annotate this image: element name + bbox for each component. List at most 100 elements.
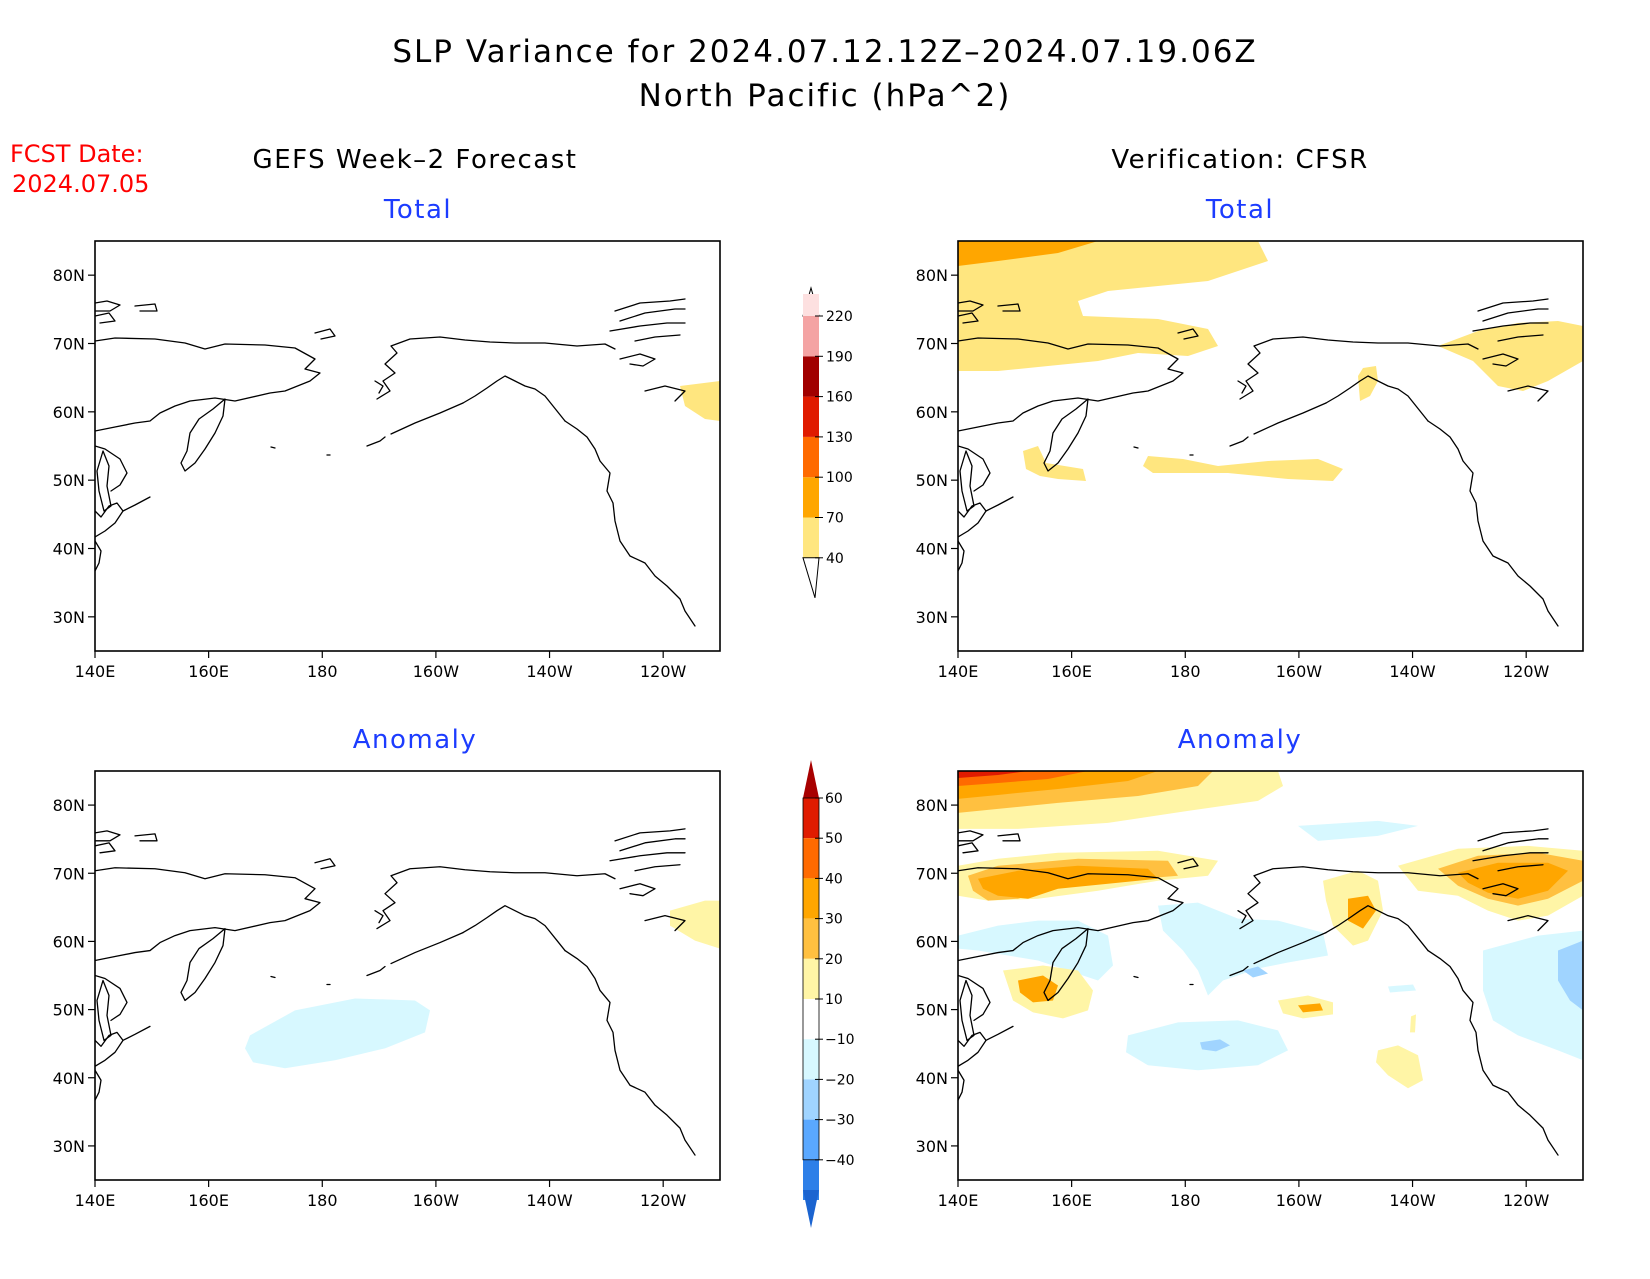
lon-tick-label: 180 xyxy=(1170,662,1201,681)
panel-subtitle: Anomaly xyxy=(1178,725,1303,755)
shaded-region xyxy=(1143,456,1343,481)
colorbar-total-swatch xyxy=(803,517,819,558)
colorbar-anomaly-swatch xyxy=(803,1119,819,1160)
shaded-region xyxy=(1243,966,1268,978)
colorbar-anomaly-swatch xyxy=(803,838,819,879)
lon-tick-label: 140E xyxy=(75,1191,116,1210)
colorbar-total: 40 70 100 130 160 190 220 xyxy=(802,286,853,598)
colorbar-anomaly-label: −40 xyxy=(825,1153,855,1169)
lon-tick-label: 140W xyxy=(526,662,573,681)
lat-tick-label: 80N xyxy=(53,796,85,815)
shaded-region xyxy=(958,241,1268,371)
lat-tick-label: 50N xyxy=(916,471,948,490)
colorbar-anomaly-swatch xyxy=(803,918,819,959)
panel-frame xyxy=(94,240,721,652)
colorbar-total-swatch xyxy=(803,356,819,397)
lon-tick-label: 160W xyxy=(413,662,460,681)
panel-frame xyxy=(94,770,721,1181)
panel-frame xyxy=(957,770,1584,1181)
lat-tick-label: 70N xyxy=(916,335,948,354)
main-subtitle: North Pacific (hPa^2) xyxy=(639,78,1012,114)
lon-tick-label: 160W xyxy=(1276,1191,1323,1210)
lon-tick-label: 120W xyxy=(1503,662,1550,681)
shaded-fields xyxy=(245,900,720,1069)
lat-tick-label: 40N xyxy=(916,540,948,559)
lon-tick-label: 180 xyxy=(307,1191,338,1210)
colorbar-anomaly-label: 10 xyxy=(825,992,843,1008)
colorbar-total-swatch xyxy=(803,316,819,357)
colorbar-total-swatch xyxy=(803,436,819,478)
colorbar-anomaly-label: 40 xyxy=(825,871,843,887)
shaded-region xyxy=(680,381,720,421)
colorbar-anomaly-label: 30 xyxy=(825,912,843,928)
colorbar-total-label: 220 xyxy=(826,309,853,325)
panel-forecast-anomaly: Anomaly 80N 70N 60N 50N 40N 30N 140E 160E 180 160W… xyxy=(53,725,721,1210)
lat-tick-label: 30N xyxy=(916,608,948,627)
lon-tick-label: 180 xyxy=(307,662,338,681)
lat-tick-label: 50N xyxy=(53,471,85,490)
shaded-region xyxy=(670,900,720,949)
colorbar-anomaly-outline xyxy=(802,797,820,1161)
lat-tick-label: 30N xyxy=(916,1137,948,1156)
shaded-fields xyxy=(958,771,1583,1089)
coastlines xyxy=(95,828,696,1156)
colorbar-total-label: 160 xyxy=(826,390,853,406)
panel-frame xyxy=(957,240,1584,652)
lon-tick-label: 160E xyxy=(188,1191,229,1210)
lon-tick-label: 160E xyxy=(1051,1191,1092,1210)
shaded-region xyxy=(245,998,430,1069)
shaded-region xyxy=(1018,975,1058,1003)
colorbar-anomaly-top-arrow xyxy=(803,760,819,798)
lon-tick-label: 140E xyxy=(938,1191,979,1210)
shaded-region xyxy=(958,241,1098,266)
panel-forecast-total: Total 80N 70N 60N 50N 40N 30N 140E 160E 180 160W 14… xyxy=(53,195,721,681)
lat-tick-label: 60N xyxy=(916,403,948,422)
panel-verification-total: Total 80N 70N 60N 50N 40N 30N 140E 160E 180 160W 14… xyxy=(916,195,1584,681)
panel-map-area xyxy=(958,241,1583,627)
colorbar-anomaly-label: −10 xyxy=(825,1032,855,1048)
shaded-region xyxy=(1200,1039,1230,1052)
colorbar-total-top-swatch xyxy=(803,294,819,316)
lat-tick-label: 80N xyxy=(916,266,948,285)
panel-map-area xyxy=(95,828,720,1156)
lon-tick-label: 120W xyxy=(640,662,687,681)
lat-tick-label: 40N xyxy=(53,1069,85,1088)
colorbar-total-label: 70 xyxy=(826,511,844,527)
lat-tick-label: 80N xyxy=(53,266,85,285)
lat-tick-label: 30N xyxy=(53,1137,85,1156)
lat-tick-label: 70N xyxy=(53,335,85,354)
colorbar-total-label: 40 xyxy=(826,551,844,567)
fcst-date-label: FCST Date: xyxy=(10,140,144,168)
colorbar-anomaly-swatch xyxy=(803,798,819,839)
lon-tick-label: 160E xyxy=(188,662,229,681)
column-title-forecast: GEFS Week–2 Forecast xyxy=(253,145,578,175)
colorbar-total-label: 100 xyxy=(826,470,853,486)
column-title-verification: Verification: CFSR xyxy=(1111,145,1368,175)
colorbar-anomaly-swatch xyxy=(803,878,819,919)
colorbar-anomaly: 60 50 40 30 20 10 −10 −20 −30 −40 xyxy=(802,760,855,1228)
colorbar-anomaly-swatch xyxy=(803,999,819,1040)
shaded-region xyxy=(1158,902,1328,996)
lat-tick-label: 60N xyxy=(916,932,948,951)
coastline-shape xyxy=(95,828,696,1156)
shaded-fields xyxy=(958,241,1583,481)
shaded-region xyxy=(958,771,1028,778)
lat-tick-label: 50N xyxy=(916,1001,948,1020)
colorbar-total-label: 130 xyxy=(826,430,853,446)
lat-tick-label: 40N xyxy=(916,1069,948,1088)
shaded-region xyxy=(1023,446,1086,481)
shaded-region xyxy=(958,920,1113,981)
panel-subtitle: Total xyxy=(383,195,452,225)
colorbar-anomaly-label: 20 xyxy=(825,952,843,968)
shaded-region xyxy=(1388,984,1416,993)
shaded-fields xyxy=(680,381,720,421)
lon-tick-label: 120W xyxy=(640,1191,687,1210)
colorbar-anomaly-bottom-arrow xyxy=(803,1190,819,1228)
lon-tick-label: 160W xyxy=(1276,662,1323,681)
panel-subtitle: Total xyxy=(1205,195,1274,225)
lon-tick-label: 140W xyxy=(1389,1191,1436,1210)
lat-tick-label: 70N xyxy=(53,864,85,883)
colorbar-total-swatch xyxy=(803,396,819,437)
lat-tick-label: 40N xyxy=(53,540,85,559)
